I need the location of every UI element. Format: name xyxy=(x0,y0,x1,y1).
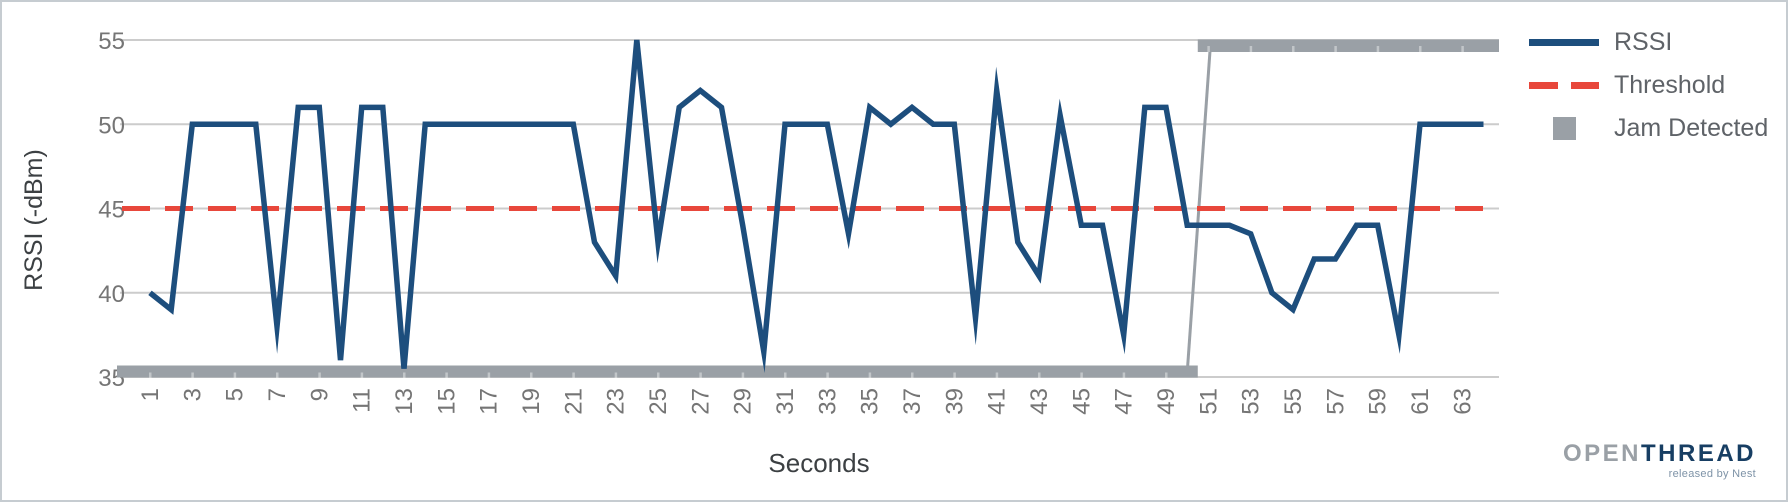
legend-item-rssi: RSSI xyxy=(1529,28,1672,56)
x-tick-label: 35 xyxy=(857,388,884,415)
jam-bar-tick xyxy=(403,372,406,378)
jam-bar-tick xyxy=(318,372,321,378)
openthread-logo: OPENTHREAD released by Nest xyxy=(1563,441,1756,481)
jam-bar-tick xyxy=(1207,46,1210,52)
x-tick-label: 37 xyxy=(899,388,926,415)
x-tick-label: 27 xyxy=(687,388,714,415)
x-tick-label: 21 xyxy=(560,388,587,415)
logo-tagline: released by Nest xyxy=(1668,468,1756,480)
jam-bar-tick xyxy=(233,372,237,378)
x-tick-label: 63 xyxy=(1449,388,1476,415)
jam-bar-tick xyxy=(360,372,364,378)
jam-bar-tick xyxy=(614,372,618,378)
jam-bar-tick xyxy=(1419,46,1422,52)
x-tick-label: 59 xyxy=(1365,388,1392,415)
x-tick-label: 47 xyxy=(1111,388,1138,415)
legend-item-threshold: Threshold xyxy=(1529,71,1725,99)
jam-bar-tick xyxy=(741,372,745,378)
x-tick-label: 7 xyxy=(264,388,291,401)
logo-thread-text: THREAD xyxy=(1641,440,1756,467)
jam-bar-tick xyxy=(657,372,660,378)
jam-bar-tick xyxy=(995,372,999,378)
x-tick-label: 39 xyxy=(941,388,968,415)
x-tick-label: 41 xyxy=(984,388,1011,415)
jam-bar-tick xyxy=(1334,46,1337,52)
jam-bar-tick xyxy=(1461,46,1464,52)
x-tick-label: 29 xyxy=(730,388,757,415)
x-tick-label: 25 xyxy=(645,388,672,415)
x-tick-label: 53 xyxy=(1238,388,1265,415)
x-axis-title: Seconds xyxy=(768,448,869,478)
jam-bar-tick xyxy=(445,372,448,378)
rssi-line-swatch xyxy=(1529,38,1599,46)
jam-bar-tick xyxy=(572,372,575,378)
jam-bar-tick xyxy=(487,372,491,378)
x-tick-label: 23 xyxy=(603,388,630,415)
x-tick-label: 5 xyxy=(222,388,249,401)
rssi-line xyxy=(148,39,1484,374)
jam-bar-tick xyxy=(953,372,956,378)
x-tick-label: 49 xyxy=(1153,388,1180,415)
x-tick-label: 13 xyxy=(391,388,418,415)
legend-item-jam-detected: Jam Detected xyxy=(1529,114,1768,142)
x-tick-label: 31 xyxy=(772,388,799,415)
x-tick-label: 3 xyxy=(179,388,206,401)
x-tick-label: 1 xyxy=(137,388,164,401)
jam-bar-tick xyxy=(276,372,279,378)
jam-bar-tick xyxy=(1249,46,1253,52)
y-tick-label: 40 xyxy=(98,281,125,308)
jam-bar-tick xyxy=(191,372,194,378)
x-tick-label: 61 xyxy=(1407,388,1434,415)
jam-bar-tick xyxy=(1165,372,1168,378)
openthread-logo-wordmark: OPENTHREAD xyxy=(1563,441,1756,467)
jam-bar-tick xyxy=(911,372,914,378)
y-tick-label: 45 xyxy=(98,197,125,224)
jam-bar-tick xyxy=(868,372,872,378)
x-tick-label: 51 xyxy=(1195,388,1222,415)
jam-bar-tick xyxy=(1038,372,1041,378)
jam-bar-tick xyxy=(530,372,533,378)
jam-bar-bottom xyxy=(117,365,1198,378)
y-tick-label: 55 xyxy=(98,28,125,55)
jam-bar-tick xyxy=(1122,372,1126,378)
jam-bar-tick xyxy=(1080,372,1083,378)
jam-bar-tick xyxy=(784,372,787,378)
y-axis-title: RSSI (-dBm) xyxy=(20,149,48,291)
x-tick-label: 33 xyxy=(814,388,841,415)
threshold-dash-swatch xyxy=(1529,81,1599,89)
x-tick-label: 17 xyxy=(476,388,503,415)
jam-bar-tick xyxy=(826,372,829,378)
jam-bar-top xyxy=(1197,39,1499,52)
x-tick-label: 43 xyxy=(1026,388,1053,415)
x-tick-label: 57 xyxy=(1322,388,1349,415)
jam-bar-tick xyxy=(1376,46,1380,52)
jam-bar-tick xyxy=(699,372,702,378)
jam-detected-square-swatch xyxy=(1552,116,1576,140)
jam-bar-tick xyxy=(149,372,152,378)
x-tick-label: 55 xyxy=(1280,388,1307,415)
legend-label-jam-detected: Jam Detected xyxy=(1614,113,1769,142)
x-tick-label: 11 xyxy=(349,388,376,413)
x-tick-label: 19 xyxy=(518,388,545,415)
x-tick-label: 45 xyxy=(1068,388,1095,415)
x-tick-label: 9 xyxy=(306,388,333,401)
jam-bar-tick xyxy=(1292,46,1295,52)
legend-label-threshold: Threshold xyxy=(1614,70,1726,99)
x-tick-label: 15 xyxy=(433,388,460,415)
y-tick-label: 50 xyxy=(98,112,125,139)
legend-label-rssi: RSSI xyxy=(1614,27,1673,56)
logo-open-text: OPEN xyxy=(1562,440,1641,467)
